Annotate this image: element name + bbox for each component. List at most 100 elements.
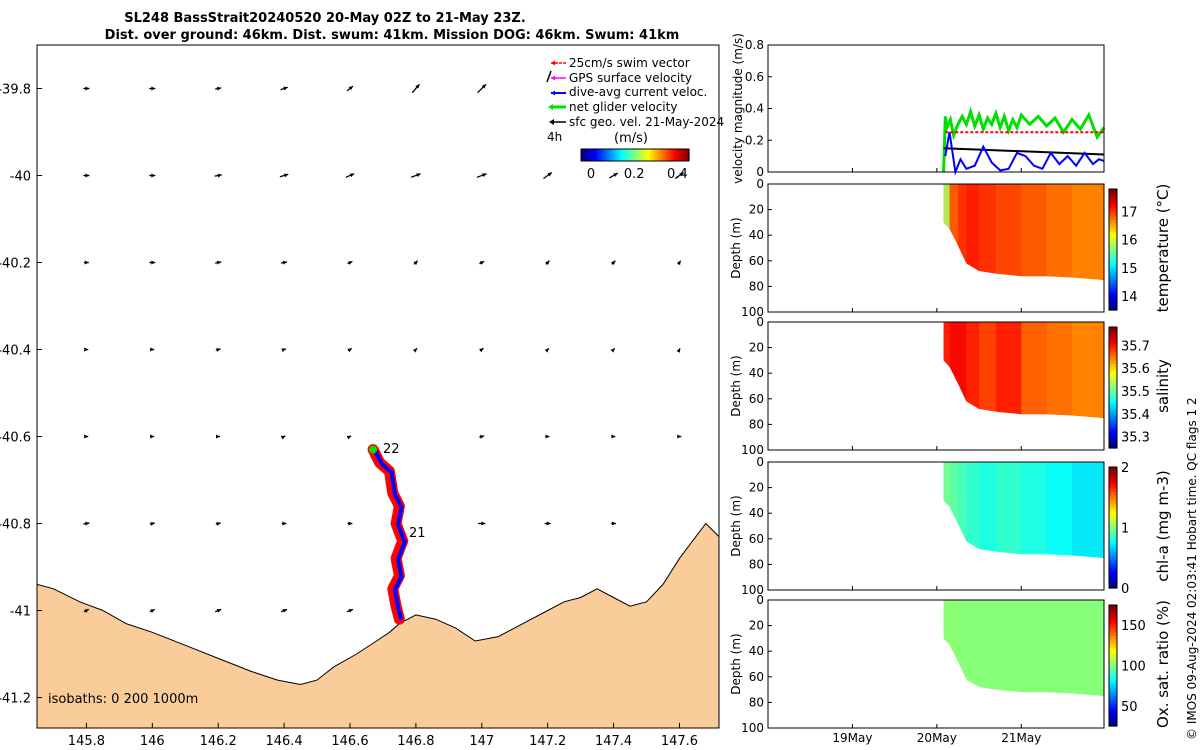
colorbar-cell — [1109, 276, 1117, 281]
colorbar-cell — [1109, 521, 1117, 526]
colorbar-cell — [1109, 369, 1117, 373]
colorbar-cell — [625, 149, 628, 161]
geo-vector — [281, 348, 287, 353]
colorbar-cell — [1109, 575, 1117, 580]
y-tick-label: -40.6 — [0, 431, 31, 446]
track-map: 145.8 146 146.2 146.4 146.6 146.8 147 147.2 147.… — [0, 44, 724, 749]
y-tick-label: 20 — [749, 619, 764, 633]
colorbar-cell — [1109, 644, 1117, 648]
colorbar-cell — [619, 149, 622, 161]
geo-vector — [84, 434, 89, 439]
colorbar-cell — [1109, 500, 1117, 504]
colorbar-frame — [1108, 466, 1118, 589]
colorbar-cell — [1109, 530, 1117, 535]
colorbar-frame — [1108, 188, 1118, 311]
colorbar-cell — [675, 149, 678, 161]
colorbar-cell — [1109, 617, 1117, 621]
colorbar-frame — [1108, 604, 1118, 727]
x-tick-label: 147.4 — [595, 734, 632, 749]
geo-vector — [83, 608, 90, 613]
title-line-1: SL248 BassStrait20240520 20-May 02Z to 2… — [124, 11, 526, 26]
colorbar-cell — [1109, 255, 1117, 260]
y-tick-label: 60 — [749, 392, 764, 406]
colorbar-cell — [1109, 231, 1117, 235]
section-column — [966, 184, 980, 272]
series-line — [942, 106, 1106, 173]
section-frame — [767, 461, 1105, 591]
colorbar-cell — [1109, 566, 1117, 571]
colorbar-cell — [1109, 441, 1117, 446]
colorbar-cell — [1109, 713, 1117, 718]
colorbar-cell — [1109, 237, 1117, 242]
geo-vector — [346, 85, 354, 92]
section-column — [957, 184, 967, 264]
colorbar-cell — [653, 149, 656, 161]
colorbar-cell — [1109, 563, 1117, 568]
geo-vector — [216, 434, 221, 439]
colorbar-cell — [1109, 228, 1117, 232]
colorbar-cell — [665, 149, 668, 161]
section-column — [943, 322, 950, 367]
colorbar-cell — [1109, 638, 1117, 642]
geo-vector — [477, 83, 487, 94]
colorbar-cell — [1109, 629, 1117, 633]
colorbar-cell — [1109, 381, 1117, 386]
colorbar-cell — [1109, 240, 1117, 245]
colorbar-cell — [1109, 620, 1117, 624]
track-start-marker — [369, 445, 378, 454]
y-tick-label: 40 — [749, 506, 764, 520]
y-tick-label: 100 — [741, 305, 764, 319]
geo-vector — [677, 434, 682, 439]
geo-vector — [346, 435, 352, 440]
colorbar-cell — [1109, 363, 1117, 367]
geo-vector — [280, 86, 288, 91]
colorbar-cell — [597, 149, 600, 161]
section-column — [949, 322, 958, 384]
geo-vector — [84, 260, 89, 265]
y-tick-label: 100 — [741, 583, 764, 597]
colorbar-cell — [1109, 503, 1117, 507]
geo-vector — [149, 260, 156, 265]
colorbar-cell — [651, 149, 654, 161]
isobath-label: isobaths: 0 200 1000m — [48, 692, 198, 707]
colorbar-tick-label: 35.7 — [1121, 339, 1150, 354]
colorbar-cell — [1109, 674, 1117, 679]
colorbar-cell — [1109, 366, 1117, 370]
colorbar-cell — [583, 149, 586, 161]
colorbar-cell — [1109, 216, 1117, 220]
colorbar-cell — [1109, 623, 1117, 627]
x-tick-label: 146.6 — [331, 734, 368, 749]
time-tick-label: 21May — [1001, 731, 1041, 745]
x-tick-label: 147.6 — [661, 734, 698, 749]
colorbar-cell — [1109, 662, 1117, 667]
colorbar-cell — [1109, 677, 1117, 682]
colorbar-tick-label: 150 — [1121, 619, 1146, 634]
oxygen-section: 0 20 40 60 80 100 Depth (m) 50 100 150 Ox. sat. ra… — [729, 593, 1172, 735]
colorbar-tick-label: 14 — [1121, 290, 1138, 305]
colorbar-cell — [1109, 665, 1117, 670]
x-tick-label: 147.2 — [529, 734, 566, 749]
colorbar-cell — [1109, 659, 1117, 664]
geo-vector — [410, 173, 421, 178]
colorbar-cell — [1109, 515, 1117, 520]
section-column — [966, 462, 980, 550]
colorbar-cell — [1109, 426, 1117, 431]
colorbar-cell — [673, 149, 676, 161]
colorbar-cell — [1109, 668, 1117, 673]
geo-vector — [347, 347, 353, 353]
colorbar-cell — [1109, 402, 1117, 407]
colorbar-cell — [1109, 444, 1117, 449]
colorbar-tick-label: 35.3 — [1121, 431, 1150, 446]
geo-vector — [476, 173, 487, 178]
section-column — [1071, 462, 1104, 558]
colorbar-cell — [1109, 207, 1117, 211]
colorbar-cell — [685, 149, 688, 161]
colorbar-tick-label: 35.6 — [1121, 362, 1150, 377]
colorbar-tick-label: 35.5 — [1121, 385, 1150, 400]
colorbar-cell — [1109, 375, 1117, 380]
map-frame — [36, 44, 720, 729]
section-column — [1021, 322, 1047, 415]
colorbar-cell — [1109, 189, 1117, 193]
colorbar-cell — [1109, 270, 1117, 275]
colorbar-cell — [1109, 647, 1117, 651]
